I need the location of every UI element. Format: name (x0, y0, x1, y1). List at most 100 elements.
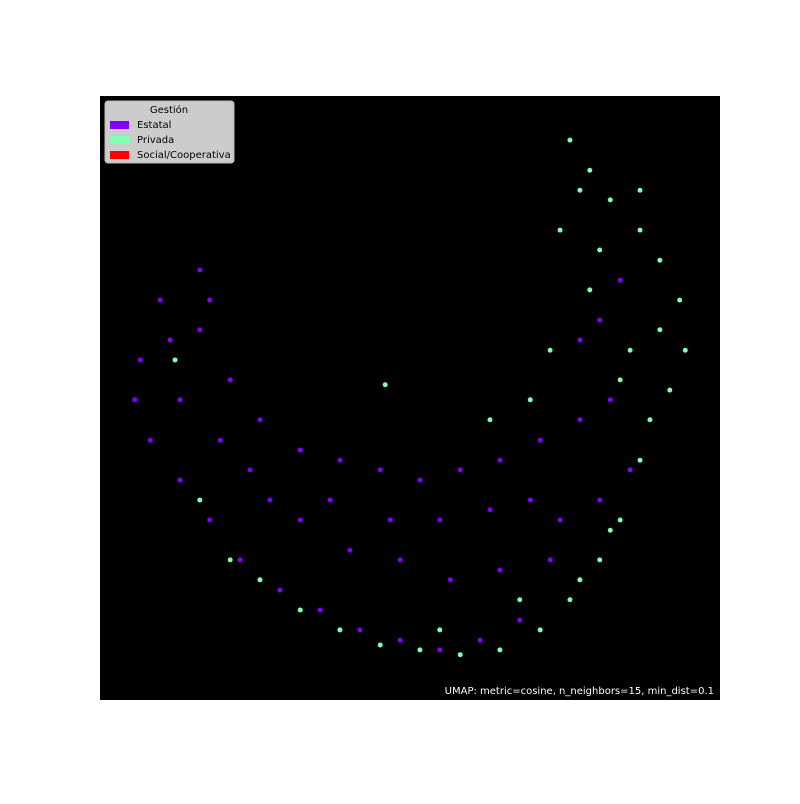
point (557, 517, 563, 523)
point (597, 247, 603, 253)
point (487, 417, 493, 423)
point (137, 357, 143, 363)
point (637, 457, 643, 463)
point (477, 637, 483, 643)
point (537, 437, 543, 443)
point (177, 477, 183, 483)
point (227, 377, 233, 383)
point (682, 347, 688, 353)
point (637, 187, 643, 193)
point (297, 447, 303, 453)
point (597, 497, 603, 503)
point (382, 382, 388, 388)
point (617, 517, 623, 523)
point (587, 167, 593, 173)
point (177, 397, 183, 403)
point (327, 497, 333, 503)
point (337, 627, 343, 633)
point (172, 357, 178, 363)
point (132, 397, 138, 403)
point (437, 517, 443, 523)
point (607, 397, 613, 403)
point (617, 377, 623, 383)
point (527, 397, 533, 403)
point (587, 287, 593, 293)
point (377, 642, 383, 648)
point (567, 597, 573, 603)
legend-label: Privada (137, 135, 174, 146)
point (577, 187, 583, 193)
point (527, 497, 533, 503)
point (577, 577, 583, 583)
point (237, 557, 243, 563)
point (607, 527, 613, 533)
point (497, 647, 503, 653)
point (217, 437, 223, 443)
point (147, 437, 153, 443)
point (417, 647, 423, 653)
point (577, 337, 583, 343)
point (387, 517, 393, 523)
point (597, 317, 603, 323)
point (257, 577, 263, 583)
point (357, 627, 363, 633)
point (577, 417, 583, 423)
legend-label: Social/Cooperativa (137, 150, 231, 161)
point (547, 557, 553, 563)
point (417, 477, 423, 483)
point (167, 337, 173, 343)
point (497, 567, 503, 573)
point (207, 517, 213, 523)
annotation: UMAP: metric=cosine, n_neighbors=15, min… (445, 686, 714, 697)
point (637, 227, 643, 233)
point (157, 297, 163, 303)
point (607, 197, 613, 203)
point (277, 587, 283, 593)
point (197, 267, 203, 273)
point (397, 557, 403, 563)
legend-swatch (110, 136, 129, 144)
point (517, 597, 523, 603)
point (517, 617, 523, 623)
plot-area (100, 96, 720, 700)
point (567, 137, 573, 143)
point (667, 387, 673, 393)
point (397, 637, 403, 643)
point (627, 467, 633, 473)
legend: Gestión Estatal Privada Social/Cooperativa (104, 100, 235, 164)
point (617, 277, 623, 283)
point (657, 327, 663, 333)
point (657, 257, 663, 263)
point (557, 227, 563, 233)
point (207, 297, 213, 303)
points (132, 137, 688, 658)
point (197, 327, 203, 333)
legend-swatch (110, 121, 129, 129)
point (437, 647, 443, 653)
point (597, 557, 603, 563)
point (647, 417, 653, 423)
point (457, 652, 463, 658)
legend-title: Gestión (150, 104, 188, 116)
point (297, 607, 303, 613)
legend-label: Estatal (137, 120, 171, 131)
point (267, 497, 273, 503)
point (377, 467, 383, 473)
point (497, 457, 503, 463)
point (197, 497, 203, 503)
point (537, 627, 543, 633)
legend-swatch (110, 151, 129, 159)
point (337, 457, 343, 463)
point (347, 547, 353, 553)
point (437, 627, 443, 633)
legend-box (104, 100, 235, 164)
point (227, 557, 233, 563)
point (317, 607, 323, 613)
point (457, 467, 463, 473)
point (297, 517, 303, 523)
point (247, 467, 253, 473)
point (677, 297, 683, 303)
point (447, 577, 453, 583)
point (257, 417, 263, 423)
